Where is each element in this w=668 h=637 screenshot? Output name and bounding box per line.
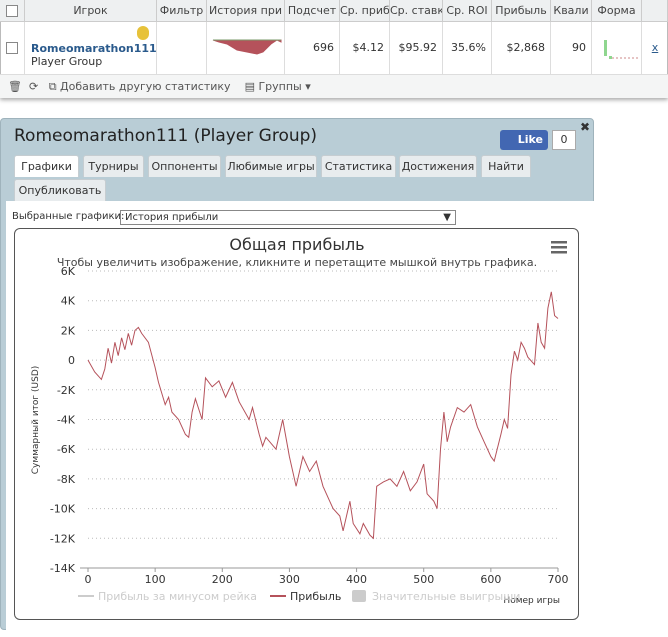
column-header[interactable]: Форма [592,0,642,22]
chart-subtitle: Чтобы увеличить изображение, кликните и … [57,256,537,269]
checkbox[interactable] [6,5,18,17]
y-axis-label: Суммарный итог (USD) [31,366,41,475]
groups-button[interactable]: ▤ Группы ▾ [244,80,311,93]
stat-cell: 90 [551,22,592,74]
panel-title: Romeomarathon111 (Player Group) [14,126,318,146]
panel-body [6,201,594,630]
filter-cell [157,22,207,74]
tab[interactable]: Статистика [321,155,396,177]
y-tick-label: 6K [61,265,76,278]
column-header[interactable]: Ср. ROI [443,0,492,22]
column-header[interactable]: Квали [551,0,592,22]
player-name[interactable]: Romeomarathon111 [31,42,157,55]
column-header[interactable]: Ср. ставк [390,0,443,22]
y-tick-label: 4K [61,295,76,308]
add-stat-label: Добавить другую статистику [60,80,231,93]
chart-selector[interactable]: История прибыли ▼ [120,210,456,225]
y-tick-label: -10K [50,503,76,516]
checkbox[interactable] [6,42,18,54]
y-tick-label: -8K [57,473,76,486]
x-tick-label: 0 [85,573,92,586]
column-header[interactable]: Подсчет [285,0,340,22]
y-tick-label: -4K [57,414,76,427]
y-tick-label: 0 [68,354,75,367]
refresh-icon[interactable]: ⟳ [28,80,39,93]
menu-icon[interactable] [551,241,567,254]
groups-label: Группы [258,80,302,93]
close-button[interactable]: ✖ [580,120,591,134]
form-graph [604,40,638,59]
legend-swatch [352,590,366,602]
x-tick-label: 600 [480,573,501,586]
x-tick-label: 100 [145,573,166,586]
like-button[interactable]: Like [500,130,548,150]
stat-cell: 696 [285,22,340,74]
like-count: 0 [552,130,576,150]
player-cell: Romeomarathon111 Player Group [25,22,157,74]
stat-cell: $2,868 [492,22,551,74]
tab[interactable]: Любимые игры [225,155,317,177]
tab[interactable]: Опубликовать [14,179,106,201]
column-header[interactable]: Игрок [25,0,157,22]
x-tick-label: 400 [346,573,367,586]
y-tick-label: -12K [50,532,76,545]
tab[interactable]: Турниры [83,155,144,177]
x-tick-label: 300 [279,573,300,586]
form-cell [592,22,642,74]
tab[interactable]: Графики [14,155,79,177]
history-cell [207,22,285,74]
legend-label[interactable]: Значительные выигрыши [372,590,520,603]
column-header[interactable]: Ср. приб [340,0,390,22]
x-tick-label: 200 [212,573,233,586]
chart-frame [14,228,579,620]
tab[interactable]: Оппоненты [148,155,221,177]
x-tick-label: 500 [413,573,434,586]
tab[interactable]: Достижения [399,155,477,177]
add-stat-button[interactable]: ⧉ Добавить другую статистику [48,80,231,93]
stat-cell: $4.12 [340,22,390,74]
y-tick-label: -14K [50,562,76,575]
chart-title: Общая прибыль [229,235,364,254]
row-checkbox-cell [0,22,25,74]
x-tick-label: 700 [548,573,569,586]
delete-icon[interactable]: 🗑 [8,80,22,93]
y-tick-label: 2K [61,324,76,337]
toolbar: 🗑 ⟳ ⧉ Добавить другую статистику ▤ Групп… [0,74,668,98]
sparkline [212,39,282,55]
profit-line [87,291,559,540]
column-header[interactable]: Прибыль [492,0,551,22]
legend-label[interactable]: Прибыль [290,590,341,603]
selector-value: История прибыли [125,212,219,223]
badge-icon [137,26,149,40]
legend-label[interactable]: Прибыль за минусом рейка [98,590,257,603]
column-header[interactable]: Фильтр [157,0,207,22]
player-group: Player Group [31,55,103,68]
x-axis-label: Номер игры [503,596,560,606]
stat-cell: 35.6% [443,22,492,74]
y-tick-label: -6K [57,443,76,456]
remove-button[interactable]: x [651,41,659,54]
selector-label: Выбранные графики: [12,211,125,222]
stat-cell: $95.92 [390,22,443,74]
y-tick-label: -2K [57,384,76,397]
column-header[interactable]: История при [207,0,285,22]
tab[interactable]: Найти [481,155,531,177]
header-checkbox-cell [0,0,25,22]
